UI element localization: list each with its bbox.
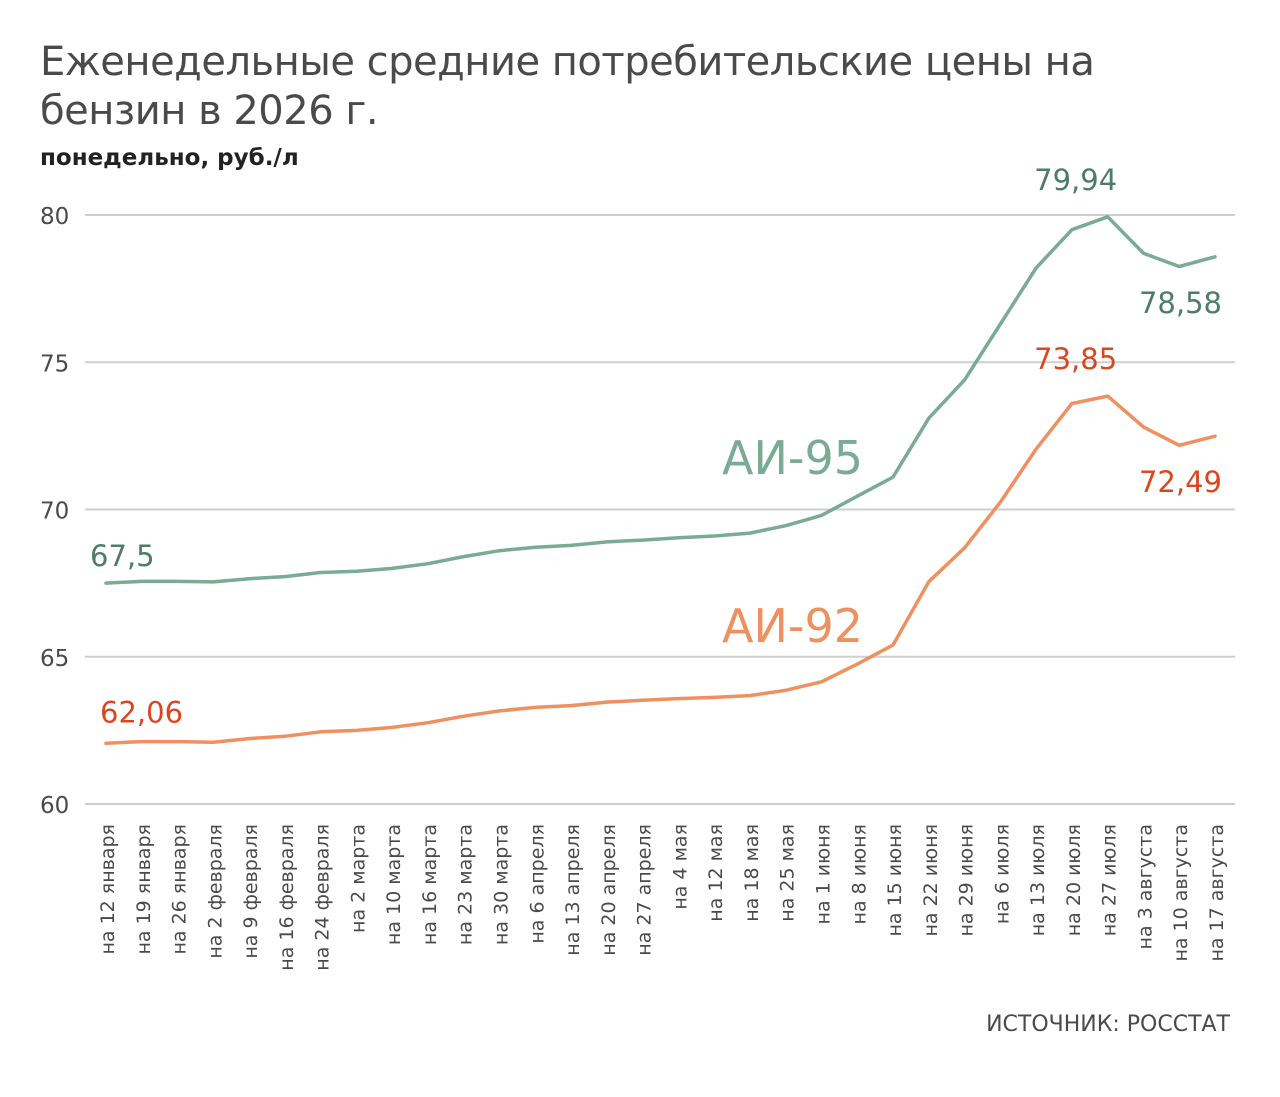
x-tick-label: на 25 мая [777,824,799,922]
data-label: 72,49 [1139,465,1222,499]
x-tick-label: на 2 марта [347,824,369,933]
chart-title: Еженедельные средние потребительские цен… [40,39,1095,134]
x-tick-label: на 29 июня [956,824,978,937]
x-tick-label: на 2 февраля [204,824,226,959]
x-tick-label: на 3 августа [1134,824,1156,949]
data-label: 78,58 [1139,286,1222,320]
y-tick-label: 75 [40,351,69,377]
chart-subtitle: понедельно, руб./л [40,145,299,171]
x-tick-label: на 9 февраля [240,824,262,959]
x-tick-label: на 26 января [169,824,191,955]
x-tick-label: на 16 марта [419,824,441,945]
x-tick-label: на 15 июня [884,824,906,937]
series-name-ai95: АИ-95 [722,431,863,485]
data-label: 79,94 [1034,163,1117,197]
x-tick-label: на 22 июня [920,824,942,937]
x-tick-label: на 20 апреля [598,824,620,956]
y-tick-label: 60 [40,793,69,819]
y-tick-label: 80 [40,204,69,230]
x-tick-label: на 12 мая [705,824,727,922]
x-tick-label: на 13 июля [1027,824,1049,936]
x-tick-label: на 18 мая [741,824,763,922]
series-name-ai92: АИ-92 [722,599,863,653]
x-tick-label: на 24 февраля [312,824,334,971]
x-tick-label: на 10 августа [1170,824,1192,962]
y-axis: 60 65 70 75 80 [40,204,69,819]
x-tick-label: на 6 апреля [526,824,548,944]
x-axis: на 12 января на 19 января на 26 января на 2… [97,824,1228,971]
source-note: ИСТОЧНИК: РОССТАТ [986,1012,1230,1037]
x-tick-label: на 6 июля [991,824,1013,924]
series-line-ai92 [104,394,1217,746]
x-tick-label: на 10 марта [383,824,405,945]
series-lines [104,215,1217,746]
x-tick-label: на 19 января [133,824,155,955]
x-tick-label: на 27 июля [1099,824,1121,936]
data-label: 73,85 [1034,342,1117,376]
data-label: 67,5 [90,539,155,573]
y-tick-label: 65 [40,646,69,672]
x-tick-label: на 13 апреля [562,824,584,956]
x-tick-label: на 20 июля [1063,824,1085,936]
y-tick-label: 70 [40,499,69,525]
x-tick-label: на 27 апреля [634,824,656,956]
x-tick-label: на 4 мая [669,824,691,910]
grid-lines [85,214,1235,805]
x-tick-label: на 23 марта [455,824,477,945]
data-label: 62,06 [100,695,183,729]
x-tick-label: на 30 марта [491,824,513,945]
series-line-ai95 [104,215,1217,585]
data-labels: АИ-95 67,5 79,94 78,58 АИ-92 62,06 73,85 72,49 [90,163,1222,730]
x-tick-label: на 16 февраля [276,824,298,971]
x-tick-label: на 1 июня [812,824,834,924]
x-tick-label: на 8 июня [848,824,870,924]
x-tick-label: на 12 января [97,824,119,955]
x-tick-label: на 17 августа [1206,824,1228,962]
